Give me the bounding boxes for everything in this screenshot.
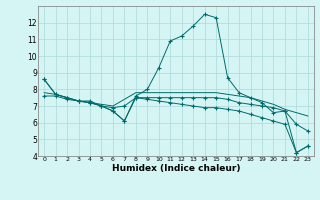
X-axis label: Humidex (Indice chaleur): Humidex (Indice chaleur) — [112, 164, 240, 173]
